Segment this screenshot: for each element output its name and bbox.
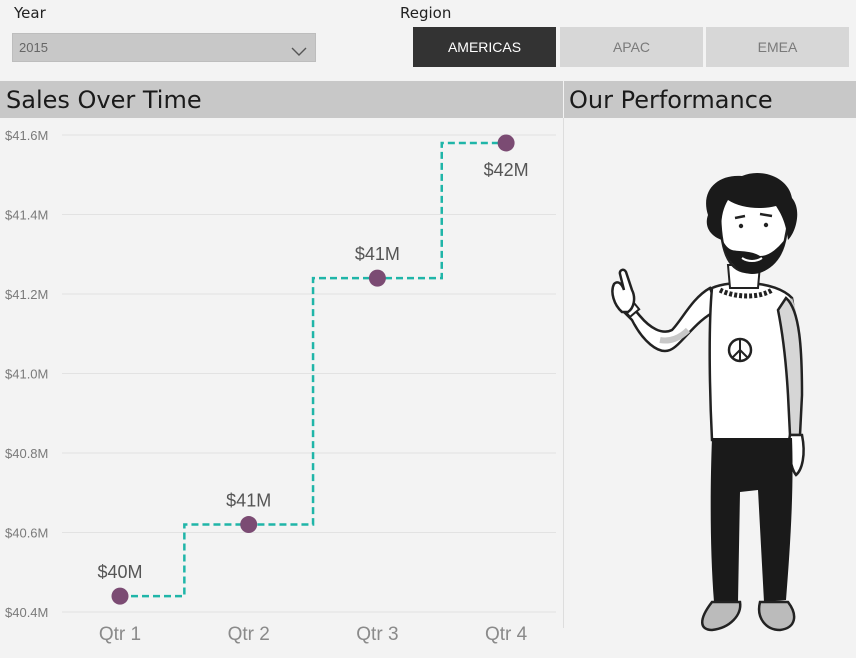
region-button-emea[interactable]: EMEA — [706, 27, 849, 67]
chart-title: Sales Over Time — [6, 86, 202, 114]
region-button-apac[interactable]: APAC — [560, 27, 703, 67]
y-tick-label: $40.4M — [5, 605, 48, 620]
sales-line-chart: $40.4M $40.6M $40.8M $41.0M $41.2M $41.4M $41.… — [5, 128, 556, 645]
x-tick-label: Qtr 4 — [485, 624, 528, 645]
series-line — [120, 141, 507, 598]
y-tick-label: $40.6M — [5, 526, 48, 541]
year-filter-label: Year — [14, 4, 46, 22]
data-point — [368, 269, 386, 287]
chevron-down-icon — [291, 42, 307, 61]
region-filter-label: Region — [400, 4, 452, 22]
data-label: $41M — [226, 491, 271, 511]
section-divider — [563, 118, 564, 628]
year-dropdown-value: 2015 — [19, 40, 48, 55]
pointing-person-illustration — [611, 172, 805, 632]
y-tick-label: $41.4M — [5, 208, 48, 223]
x-tick-label: Qtr 3 — [356, 624, 398, 645]
chart-header-band — [0, 81, 563, 118]
data-point — [240, 516, 258, 534]
data-point — [497, 134, 515, 152]
data-point — [111, 587, 129, 605]
performance-header-band — [564, 81, 856, 118]
y-tick-label: $41.0M — [5, 367, 48, 382]
data-label: $41M — [355, 244, 400, 264]
x-tick-label: Qtr 1 — [99, 624, 141, 645]
data-label: $42M — [484, 160, 529, 180]
y-tick-label: $40.8M — [5, 446, 48, 461]
y-tick-label: $41.2M — [5, 287, 48, 302]
x-tick-label: Qtr 2 — [228, 624, 270, 645]
performance-title: Our Performance — [569, 86, 773, 114]
region-button-americas[interactable]: AMERICAS — [413, 27, 556, 67]
year-dropdown[interactable]: 2015 — [12, 33, 316, 62]
data-label: $40M — [97, 562, 142, 582]
y-tick-label: $41.6M — [5, 128, 48, 143]
